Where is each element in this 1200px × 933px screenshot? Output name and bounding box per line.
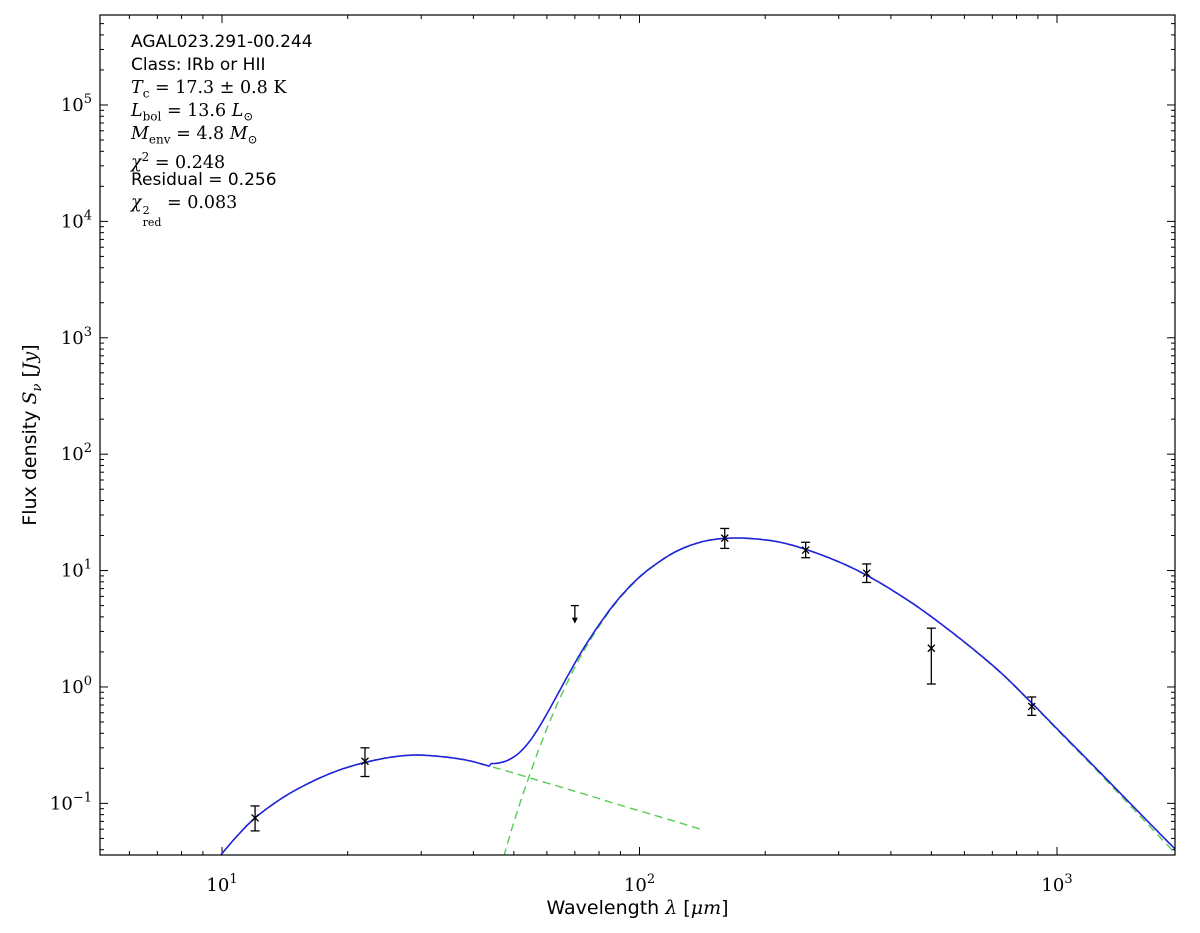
reduced-chi-squared: χ 2 red = 0.083 <box>131 193 238 229</box>
data-point <box>926 627 936 685</box>
x-tick-label: 101 <box>206 872 237 896</box>
residual: Residual = 0.256 <box>131 170 277 190</box>
data-point <box>862 563 872 584</box>
y-tick-label: 10−1 <box>50 790 92 814</box>
chi-squared: χ2 = 0.248 <box>131 150 226 173</box>
data-point <box>720 527 730 550</box>
y-tick-label: 104 <box>61 208 92 232</box>
source-name: AGAL023.291-00.244 <box>131 32 313 52</box>
y-tick-label: 100 <box>61 674 92 698</box>
x-axis-label: Wavelength λ [μm] <box>546 897 728 919</box>
data-point <box>250 805 260 832</box>
x-tick-label: 103 <box>1041 872 1072 896</box>
cold-component-curve <box>503 537 1175 855</box>
data-point <box>801 541 811 559</box>
y-tick-label: 101 <box>61 558 92 582</box>
axis-ticks <box>100 15 1175 855</box>
plot-frame <box>99 14 1176 856</box>
source-class: Class: IRb or HII <box>131 55 266 75</box>
upper-limit-point <box>570 604 579 624</box>
y-tick-label: 103 <box>61 325 92 349</box>
y-tick-label: 102 <box>61 441 92 465</box>
y-axis-label: Flux density Sν [Jy] <box>19 344 45 525</box>
total-fit-curve <box>219 537 1175 855</box>
y-tick-label: 105 <box>61 92 92 116</box>
bolometric-luminosity: Lbol = 13.6 L⊙ <box>131 101 254 124</box>
source-info-block: AGAL023.291-00.244 Class: IRb or HII Tc … <box>131 31 313 229</box>
data-point <box>1027 696 1037 717</box>
warm-component-curve <box>220 754 701 855</box>
dust-temperature: Tc = 17.3 ± 0.8 K <box>131 78 287 101</box>
data-point <box>360 747 370 778</box>
x-tick-label: 102 <box>624 872 655 896</box>
envelope-mass: Menv = 4.8 M⊙ <box>131 124 258 147</box>
